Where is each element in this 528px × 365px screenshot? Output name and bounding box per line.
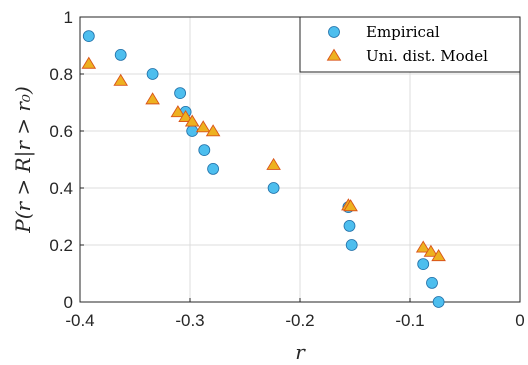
- x-tick-label: -0.1: [395, 311, 424, 330]
- y-tick-label: 0.2: [49, 236, 73, 255]
- model-point: [431, 249, 446, 262]
- empirical-point: [432, 296, 445, 308]
- y-tick-label: 0.8: [49, 65, 73, 84]
- empirical-point: [267, 182, 280, 194]
- y-tick-label: 0: [64, 293, 73, 312]
- x-tick-label: -0.4: [65, 311, 94, 330]
- model-point: [205, 124, 221, 137]
- legend: Empirical Uni. dist. Model: [299, 16, 521, 73]
- empirical-point: [343, 220, 356, 232]
- legend-marker: [328, 26, 340, 38]
- empirical-point: [198, 144, 211, 156]
- legend-label: Empirical: [366, 23, 440, 41]
- legend-label: Uni. dist. Model: [366, 47, 488, 65]
- y-tick-label: 0.4: [49, 179, 73, 198]
- empirical-point: [82, 30, 95, 42]
- x-tick-label: -0.3: [175, 311, 204, 330]
- empirical-point: [417, 258, 430, 270]
- tick-labels: -0.4 -0.3 -0.2 -0.1 0 0 0.2 0.4 0.6 0.8 1: [49, 8, 524, 330]
- y-tick-label: 1: [64, 8, 73, 27]
- empirical-point: [207, 163, 220, 175]
- model-point: [178, 109, 193, 122]
- model-point: [81, 56, 97, 69]
- series-model: [81, 56, 446, 262]
- series-empirical: [82, 30, 445, 308]
- model-point: [343, 199, 358, 212]
- y-axis-label: P(r > R|r > r₀): [11, 86, 36, 234]
- model-point: [415, 240, 431, 253]
- empirical-point: [426, 277, 438, 289]
- model-point: [184, 114, 200, 127]
- model-point: [145, 92, 160, 105]
- model-point: [423, 244, 439, 257]
- axis-labels: r P(r > R|r > r₀): [11, 86, 306, 364]
- legend-box: [299, 16, 521, 73]
- x-axis-label: r: [295, 340, 306, 364]
- empirical-point: [345, 239, 358, 251]
- data-points: [81, 30, 446, 308]
- model-point: [113, 73, 128, 86]
- empirical-point: [174, 87, 187, 99]
- empirical-point: [186, 125, 199, 137]
- x-tick-label: 0: [515, 311, 524, 330]
- legend-marker: [326, 48, 342, 61]
- model-point: [170, 105, 186, 118]
- empirical-point: [146, 68, 159, 80]
- empirical-point: [114, 49, 127, 61]
- y-tick-label: 0.6: [49, 122, 73, 141]
- x-tick-label: -0.2: [285, 311, 314, 330]
- model-point: [195, 120, 211, 133]
- model-point: [266, 157, 281, 170]
